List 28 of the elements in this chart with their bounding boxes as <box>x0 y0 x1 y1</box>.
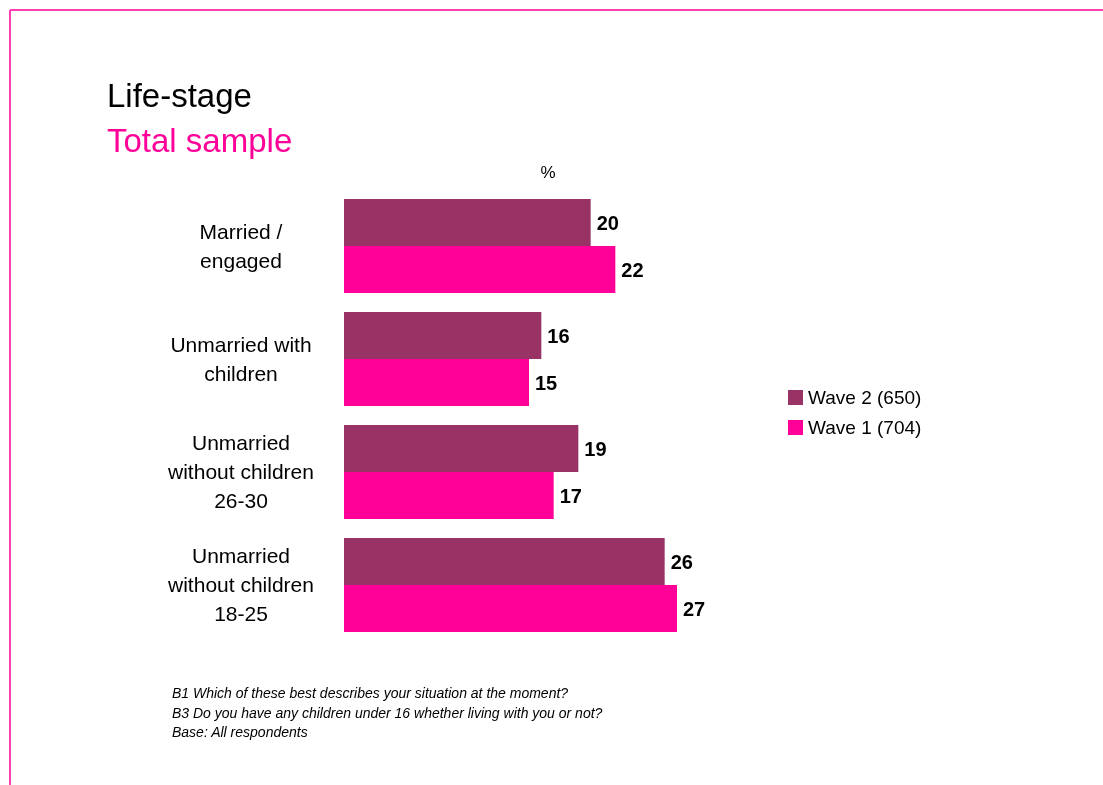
bar <box>344 246 616 293</box>
data-label: 16 <box>547 324 570 347</box>
bar <box>344 312 542 359</box>
data-label: 20 <box>596 211 619 234</box>
y-tick-label: Unmarried with children <box>170 332 312 385</box>
data-label: 15 <box>535 371 558 394</box>
data-label: 22 <box>621 258 644 281</box>
bar <box>344 585 677 632</box>
bar <box>344 472 554 519</box>
legend-label: Wave 1 (704) <box>808 417 922 438</box>
chart-subtitle: Total sample <box>107 122 293 159</box>
x-axis-title: % <box>540 163 556 182</box>
data-label: 26 <box>670 550 693 573</box>
y-tick-label: Unmarried without children 26-30 <box>167 431 314 512</box>
bar <box>344 425 579 472</box>
data-label: 19 <box>584 437 607 460</box>
data-label: 27 <box>683 597 706 620</box>
text: B1 Which of these best describes your situation at the moment? <box>172 685 569 701</box>
y-tick-label: Married / engaged <box>199 219 283 272</box>
y-tick-label: Unmarried without children 18-25 <box>167 544 314 625</box>
text: B3 Do you have any children under 16 whether living with you or not? <box>172 704 603 721</box>
bar <box>344 538 665 585</box>
bar <box>344 359 529 406</box>
bar <box>344 199 591 246</box>
text: Base: All respondents <box>172 724 308 740</box>
data-label: 17 <box>559 484 582 507</box>
legend-label: Wave 2 (650) <box>808 387 922 408</box>
chart-title: Life-stage <box>107 77 252 114</box>
